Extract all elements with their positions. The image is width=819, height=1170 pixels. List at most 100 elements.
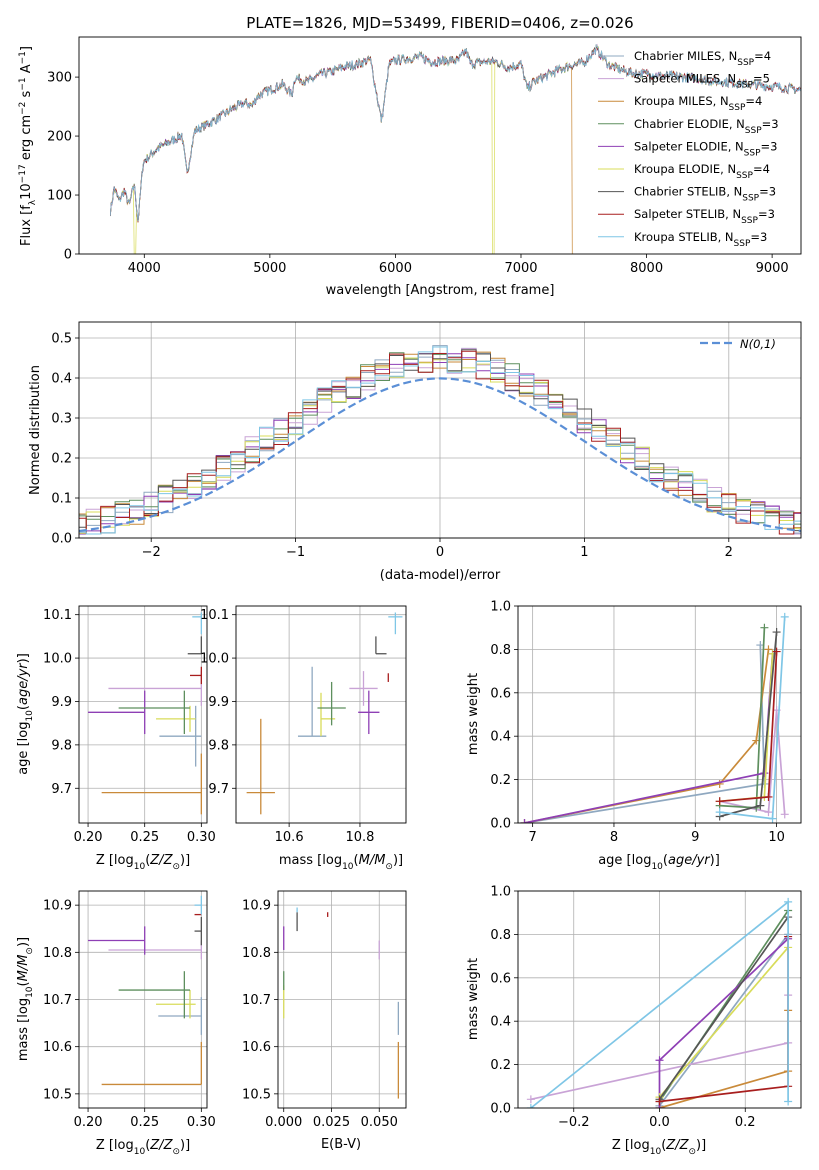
age-vs-Z-ytick-label: 10.1 [43,608,72,623]
massweight-vs-Z-axes: −0.2 0.0 0.2 0.0 0.2 0.4 0.6 0.8 1.0 Z [log10(Z/Z… [466,885,802,1157]
mass-vs-Z-point [118,971,191,1019]
massweight-vs-age-frame [517,605,802,824]
mass-vs-EBV-ytick-label: 10.5 [242,1087,271,1102]
age-vs-Z-point [88,690,146,735]
histogram-kroupa-stelib [79,346,801,535]
age-vs-Z-xtick-label: 0.25 [130,830,159,845]
spectrum-xtick-label: 4000 [128,261,161,276]
massweight-vs-Z-marker [526,1104,535,1108]
massweight-vs-age-marker [764,792,773,801]
legend-entry: Chabrier ELODIE, NSSP=3 [634,117,779,136]
mass-vs-EBV-ytick-label: 10.6 [242,1040,271,1055]
massweight-vs-age-xtick-label: 8 [610,830,618,845]
massweight-vs-age-xtick-label: 10 [768,830,785,845]
massweight-vs-Z-ytick-label: 0.6 [490,971,511,986]
mass-vs-EBV-ytick-label: 10.9 [242,899,271,914]
massweight-vs-age-line-chabrier-miles [524,645,766,823]
legend-entry: Salpeter MILES, NSSP=5 [634,72,770,91]
massweight-vs-age-marker [780,810,789,819]
age-vs-Z-ytick-label: 9.9 [51,695,72,710]
age-vs-Z-point [118,690,191,735]
massweight-vs-age-marker [715,779,724,788]
age-vs-Z-point [192,612,202,635]
residuals-ytick-label: 0.0 [51,532,72,547]
residuals-axes: −2 −1 0 1 2 0.0 0.1 0.2 0.3 0.4 0.5 (data-model)/er… [28,321,802,583]
mass-vs-Z-xlabel: Z [log10(Z/Z⊙)] [96,1138,190,1157]
age-vs-Z-point [101,753,202,815]
age-vs-mass-point [317,681,346,726]
mass-vs-EBV-xtick-label: 0.050 [361,1115,398,1130]
legend-entry: Kroupa ELODIE, NSSP=4 [634,162,770,181]
mass-vs-Z-point [194,895,202,915]
age-vs-mass-point [320,692,336,737]
residuals-xtick-label: −1 [286,545,305,560]
spectrum-xlabel: wavelength [Angstrom, rest frame] [326,283,555,298]
spectrum-xtick-label: 9000 [756,261,789,276]
age-vs-mass-xtick-label: 10.8 [345,830,374,845]
massweight-vs-Z-ytick-label: 0.0 [490,1102,511,1117]
mass-vs-Z-point [156,990,196,1019]
spectrum-plot-area [110,43,801,254]
histogram-salpeter-stelib [79,350,801,535]
legend-entry: Chabrier MILES, NSSP=4 [634,49,771,68]
age-vs-mass-xtick-label: 10.6 [275,830,304,845]
mass-vs-Z-ytick-label: 10.8 [43,946,72,961]
mass-vs-EBV-xtick-label: 0.000 [265,1115,302,1130]
massweight-vs-age-marker [715,808,724,817]
age-vs-Z-point [156,705,196,732]
age-vs-mass-plot-area [246,612,403,815]
massweight-vs-Z-marker [655,1056,664,1065]
residuals-xlabel: (data-model)/error [380,568,501,583]
age-vs-Z-axes: 0.20 0.25 0.30 9.7 9.8 9.9 10.0 10.1 Z [log10(Z/… [16,605,216,872]
age-vs-Z-xtick-label: 0.30 [187,830,216,845]
massweight-vs-age-ytick-label: 0.0 [490,817,511,832]
residuals-plot-area [79,345,801,535]
age-vs-Z-ytick-label: 9.8 [51,738,72,753]
age-vs-mass-point [388,612,403,635]
panels: 4000 5000 6000 7000 8000 90000100200300wavele… [16,36,802,1157]
mass-vs-EBV-frame [277,890,407,1109]
residuals-xtick-label: 1 [580,545,588,560]
spectrum-ytick-label: 200 [47,130,72,145]
massweight-vs-age-marker [772,647,781,656]
massweight-vs-Z-ytick-label: 0.2 [490,1058,511,1073]
mass-vs-EBV-axes: 0.000 0.025 0.050 10.5 10.6 10.7 10.8 10.9 E(B-V… [242,890,407,1152]
age-vs-Z-xlabel: Z [log10(Z/Z⊙)] [96,853,190,872]
massweight-vs-age-marker [768,814,777,823]
massweight-vs-Z-marker [655,1097,664,1106]
massweight-vs-age-axes: 7 8 9 10 0.0 0.2 0.4 0.6 0.8 1.0 age [log10(age/yr… [466,600,802,872]
residuals-legend-label: N(0,1) [740,337,776,351]
age-vs-Z-ytick-label: 9.7 [51,782,72,797]
mass-vs-EBV-plot-area [283,907,400,1099]
age-vs-mass-ytick-label: 9.9 [208,695,229,710]
massweight-vs-age-plot-area [520,612,789,823]
spectrum-xtick-label: 8000 [630,261,663,276]
spectrum-frame [78,36,802,255]
gaussian-reference-line [79,377,801,533]
massweight-vs-age-ytick-label: 0.2 [490,773,511,788]
massweight-vs-Z-marker [784,1097,793,1106]
mass-vs-Z-point [108,940,202,960]
massweight-vs-age-xlabel: age [log10(age/yr)] [598,853,720,872]
massweight-vs-age-marker [756,801,765,810]
age-vs-mass-point [349,671,378,706]
figure-title: PLATE=1826, MJD=53499, FIBERID=0406, z=0… [246,14,633,32]
spectrum-ylabel: Flux [fλ10−17 erg cm−2 s−1 A−1] [18,46,38,246]
residuals-ytick-label: 0.2 [51,452,72,467]
residuals-ytick-label: 0.4 [51,372,72,387]
age-vs-mass-point [375,636,387,655]
mass-vs-EBV-xtick-label: 0.025 [313,1115,350,1130]
legend-entry: Kroupa STELIB, NSSP=3 [634,230,767,249]
massweight-vs-age-xtick-label: 9 [691,830,699,845]
massweight-vs-Z-ylabel: mass weight [466,958,481,1040]
age-vs-mass-axes: 10.6 10.8 9.7 9.8 9.9 10.0 10.1 mass [log10(M/M… [200,605,407,872]
massweight-vs-age-marker [780,612,789,621]
mass-vs-Z-ytick-label: 10.6 [43,1040,72,1055]
legend-entry: Salpeter ELODIE, NSSP=3 [634,139,777,158]
massweight-vs-age-marker [760,623,769,632]
residuals-ytick-label: 0.5 [51,332,72,347]
age-vs-Z-point [190,666,202,685]
mass-vs-Z-point [101,1041,202,1086]
residuals-ylabel: Normed distribution [28,365,43,495]
massweight-vs-Z-xtick-label: 0.2 [735,1115,756,1130]
